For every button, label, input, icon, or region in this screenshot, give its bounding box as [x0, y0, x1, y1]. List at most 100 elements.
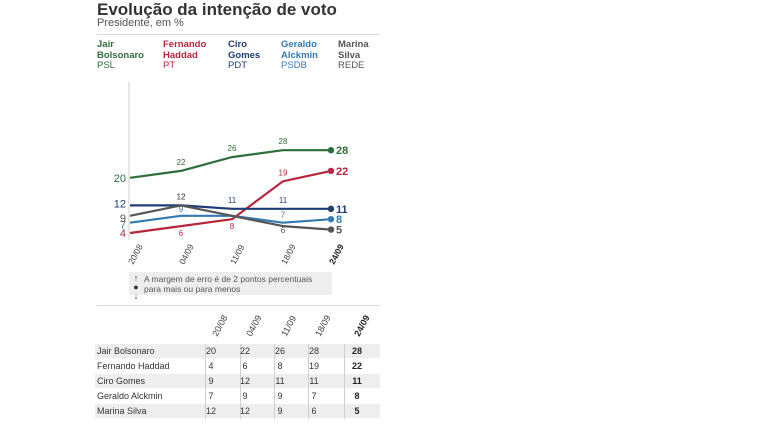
table-cell: 12 — [205, 406, 216, 416]
legend-name: Bolsonaro — [97, 49, 144, 61]
series-end-point — [327, 216, 335, 223]
table-column-separator — [344, 344, 345, 419]
table-cell: 9 — [208, 376, 214, 386]
series-end-point — [327, 167, 335, 175]
legend-party: PSDB — [281, 60, 307, 71]
legend-party: REDE — [338, 60, 365, 71]
table-column-header: 24/09 — [352, 313, 372, 338]
table-row-name: Jair Bolsonaro — [97, 346, 155, 356]
start-value-label: 9 — [120, 213, 126, 225]
table-cell: 12 — [239, 376, 250, 386]
table-cell: 9 — [277, 406, 283, 416]
x-tick-label: 11/09 — [228, 243, 247, 266]
table-column-separator — [240, 344, 241, 419]
series-line — [129, 149, 331, 179]
error-margin-note: ↑ ● ↓ A margem de erro é de 2 pontos perce… — [129, 272, 332, 301]
legend-name: Gomes — [228, 49, 261, 61]
end-value-label: 5 — [336, 225, 342, 237]
series-end-point — [327, 205, 335, 213]
table-cell: 8 — [277, 361, 283, 371]
note-text-line2: para mais ou para menos — [144, 284, 241, 294]
table-cell: 6 — [242, 361, 248, 371]
table-cell: 6 — [311, 406, 317, 416]
table-cell: 19 — [308, 361, 319, 371]
point-value-label: 11 — [279, 196, 288, 205]
table-cell: 12 — [239, 406, 250, 416]
series-end-point — [327, 147, 335, 154]
start-value-label: 20 — [114, 173, 126, 185]
table-row-name: Fernando Haddad — [97, 361, 170, 371]
table-row-name: Marina Silva — [97, 406, 147, 416]
table-column-header: 20/08 — [210, 313, 230, 338]
start-value-label: 12 — [114, 198, 126, 210]
end-value-label: 8 — [336, 214, 342, 226]
legend-name: Marina — [338, 39, 369, 50]
table-column-header: 18/09 — [313, 313, 333, 338]
table-cell: 9 — [242, 391, 248, 401]
legend-name: Ciro — [228, 39, 247, 50]
error-margin-icon: ↑ ● ↓ — [133, 273, 139, 301]
legend-item-marina: Marina Silva REDE — [338, 39, 369, 72]
table-cell: 7 — [311, 391, 317, 401]
point-value-label: 28 — [279, 137, 288, 146]
series-line — [130, 204, 331, 210]
legend-party: PT — [163, 60, 176, 71]
x-tick-label: 20/08 — [126, 242, 145, 266]
end-value-label: 28 — [336, 145, 348, 157]
table-cell: 7 — [208, 391, 214, 401]
table-cell: 8 — [354, 391, 360, 401]
table-cell: 28 — [308, 346, 319, 356]
table-cell: 22 — [239, 346, 250, 356]
legend-name: Geraldo — [281, 39, 317, 50]
header-divider — [97, 34, 380, 35]
table-cell: 22 — [351, 361, 362, 371]
chart-subtitle: Presidente, em % — [97, 17, 184, 29]
legend-item-alckmin: Geraldo Alckmin PSDB — [281, 39, 318, 72]
legend-party: PSL — [97, 60, 115, 71]
point-value-label: 12 — [177, 192, 186, 201]
table-divider — [97, 305, 380, 306]
point-value-label: 9 — [179, 205, 184, 214]
point-value-label: 12 — [177, 192, 186, 201]
end-value-label: 11 — [336, 204, 348, 216]
table-column-header: 04/09 — [244, 313, 264, 338]
series-end-point — [327, 226, 335, 233]
legend-item-bolsonaro: Jair Bolsonaro PSL — [97, 39, 144, 72]
point-value-label: 22 — [177, 158, 186, 167]
table-row-name: Ciro Gomes — [97, 376, 146, 386]
point-value-label: 11 — [228, 196, 237, 205]
legend-item-ciro: Ciro Gomes PDT — [228, 39, 261, 72]
point-value-label: 7 — [281, 211, 286, 220]
table-column-separator — [274, 344, 275, 419]
chart-title: Evolução da intenção de voto — [97, 0, 337, 19]
series-line — [129, 169, 332, 235]
x-tick-label: 04/09 — [177, 242, 196, 266]
table-column-separator — [205, 344, 206, 419]
point-value-label: 6 — [179, 229, 184, 238]
note-text-line1: A margem de erro é de 2 pontos percentua… — [144, 274, 313, 284]
end-value-label: 22 — [336, 166, 348, 178]
point-value-label: 8 — [230, 222, 235, 231]
legend-name: Jair — [97, 39, 114, 50]
table-cell: 20 — [205, 346, 216, 356]
legend-party: PDT — [228, 60, 247, 71]
point-value-label: 19 — [279, 168, 288, 177]
table-cell: 28 — [351, 346, 362, 356]
table-cell: 11 — [275, 376, 285, 386]
table-column-header: 11/09 — [279, 314, 299, 338]
table-cell: 11 — [309, 376, 319, 386]
legend-name: Silva — [338, 49, 361, 61]
start-value-label: 7 — [120, 220, 126, 232]
legend-name: Alckmin — [281, 49, 318, 61]
series-line — [129, 204, 332, 231]
table-cell: 4 — [208, 361, 214, 371]
legend-name: Haddad — [163, 49, 198, 61]
table-column-separator — [308, 344, 309, 419]
legend-name: Fernando — [163, 39, 207, 50]
table-cell: 5 — [354, 406, 360, 416]
table-cell: 9 — [277, 391, 283, 401]
table-cell: 26 — [274, 346, 285, 356]
x-tick-label: 24/09 — [327, 242, 346, 266]
point-value-label: 26 — [228, 144, 237, 153]
